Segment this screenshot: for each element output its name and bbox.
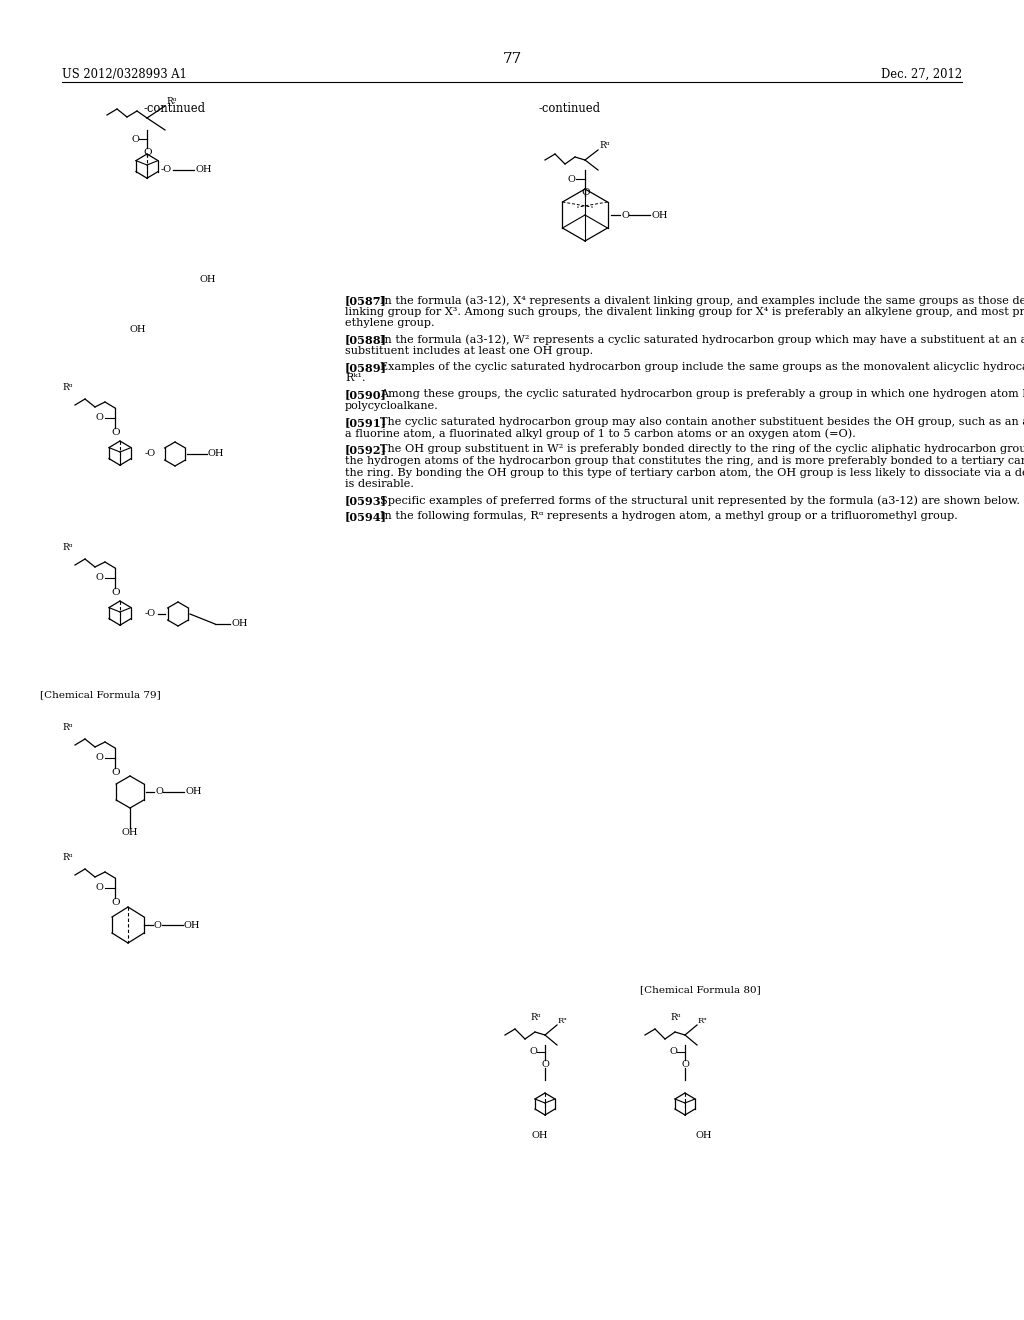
Text: O: O xyxy=(155,788,163,796)
Text: is desirable.: is desirable. xyxy=(345,479,414,490)
Text: OH: OH xyxy=(208,450,224,458)
Text: linking group for X³. Among such groups, the divalent linking group for X⁴ is pr: linking group for X³. Among such groups,… xyxy=(345,306,1024,317)
Text: US 2012/0328993 A1: US 2012/0328993 A1 xyxy=(62,69,186,81)
Text: O: O xyxy=(568,174,575,183)
Text: Rᵅ: Rᵅ xyxy=(62,383,73,392)
Text: O: O xyxy=(111,428,120,437)
Text: [0594]: [0594] xyxy=(345,511,387,521)
Text: the hydrogen atoms of the hydrocarbon group that constitutes the ring, and is mo: the hydrogen atoms of the hydrocarbon gr… xyxy=(345,455,1024,466)
Text: Rᵅ: Rᵅ xyxy=(62,853,73,862)
Text: substituent includes at least one OH group.: substituent includes at least one OH gro… xyxy=(345,346,593,356)
Text: [0589]: [0589] xyxy=(345,362,387,372)
Text: OH: OH xyxy=(130,326,146,334)
Text: In the following formulas, Rᵅ represents a hydrogen atom, a methyl group or a tr: In the following formulas, Rᵅ represents… xyxy=(380,511,957,521)
Text: [Chemical Formula 80]: [Chemical Formula 80] xyxy=(640,985,761,994)
Text: The cyclic saturated hydrocarbon group may also contain another substituent besi: The cyclic saturated hydrocarbon group m… xyxy=(380,417,1024,426)
Text: OH: OH xyxy=(231,619,248,628)
Text: OH: OH xyxy=(651,210,668,219)
Text: [0587]: [0587] xyxy=(345,294,387,306)
Text: [Chemical Formula 79]: [Chemical Formula 79] xyxy=(40,690,161,700)
Text: In the formula (a3-12), X⁴ represents a divalent linking group, and examples inc: In the formula (a3-12), X⁴ represents a … xyxy=(380,294,1024,305)
Text: O: O xyxy=(96,573,103,582)
Text: O: O xyxy=(96,754,103,763)
Text: 77: 77 xyxy=(503,51,521,66)
Text: [0592]: [0592] xyxy=(345,445,387,455)
Text: O: O xyxy=(143,148,152,157)
Text: O: O xyxy=(669,1048,677,1056)
Text: [0590]: [0590] xyxy=(345,389,387,400)
Text: Rᵅ: Rᵅ xyxy=(530,1012,541,1022)
Text: ethylene group.: ethylene group. xyxy=(345,318,434,329)
Text: -continued: -continued xyxy=(144,102,206,115)
Text: OH: OH xyxy=(122,828,138,837)
Text: O: O xyxy=(541,1060,549,1069)
Text: OH: OH xyxy=(195,165,212,174)
Text: [0588]: [0588] xyxy=(345,334,387,346)
Text: [0593]: [0593] xyxy=(345,495,387,506)
Text: the ring. By bonding the OH group to this type of tertiary carbon atom, the OH g: the ring. By bonding the OH group to thi… xyxy=(345,467,1024,478)
Text: Examples of the cyclic saturated hydrocarbon group include the same groups as th: Examples of the cyclic saturated hydroca… xyxy=(380,362,1024,372)
Text: O: O xyxy=(154,920,162,929)
Text: OH: OH xyxy=(531,1131,548,1140)
Text: -O: -O xyxy=(145,610,156,619)
Text: In the formula (a3-12), W² represents a cyclic saturated hydrocarbon group which: In the formula (a3-12), W² represents a … xyxy=(380,334,1024,345)
Text: O: O xyxy=(111,768,120,777)
Text: O: O xyxy=(131,135,139,144)
Text: O: O xyxy=(581,187,590,197)
Text: O: O xyxy=(681,1060,689,1069)
Text: a fluorine atom, a fluorinated alkyl group of 1 to 5 carbon atoms or an oxygen a: a fluorine atom, a fluorinated alkyl gro… xyxy=(345,429,856,440)
Text: Rᵏ¹.: Rᵏ¹. xyxy=(345,374,366,384)
Text: polycycloalkane.: polycycloalkane. xyxy=(345,401,438,411)
Text: Rᵅ: Rᵅ xyxy=(698,1016,708,1026)
Text: Rᵅ: Rᵅ xyxy=(166,96,176,106)
Text: Dec. 27, 2012: Dec. 27, 2012 xyxy=(881,69,962,81)
Text: O: O xyxy=(96,883,103,892)
Text: Rᵅ: Rᵅ xyxy=(62,543,73,552)
Text: O: O xyxy=(111,898,120,907)
Text: O: O xyxy=(529,1048,537,1056)
Text: -continued: -continued xyxy=(539,102,601,115)
Text: -O: -O xyxy=(161,165,172,174)
Text: Rᵅ: Rᵅ xyxy=(599,141,609,150)
Text: Specific examples of preferred forms of the structural unit represented by the f: Specific examples of preferred forms of … xyxy=(380,495,1020,506)
Text: Rᵅ: Rᵅ xyxy=(558,1016,567,1026)
Text: [0591]: [0591] xyxy=(345,417,387,428)
Text: -O: -O xyxy=(145,450,156,458)
Text: Rᵅ: Rᵅ xyxy=(670,1012,680,1022)
Text: OH: OH xyxy=(200,276,216,285)
Text: OH: OH xyxy=(185,788,202,796)
Text: OH: OH xyxy=(184,920,201,929)
Text: The OH group substituent in W² is preferably bonded directly to the ring of the : The OH group substituent in W² is prefer… xyxy=(380,445,1024,454)
Text: Among these groups, the cyclic saturated hydrocarbon group is preferably a group: Among these groups, the cyclic saturated… xyxy=(380,389,1024,399)
Text: Rᵅ: Rᵅ xyxy=(62,723,73,733)
Text: OH: OH xyxy=(695,1131,712,1140)
Text: O: O xyxy=(111,587,120,597)
Text: O: O xyxy=(621,210,629,219)
Text: O: O xyxy=(96,413,103,422)
